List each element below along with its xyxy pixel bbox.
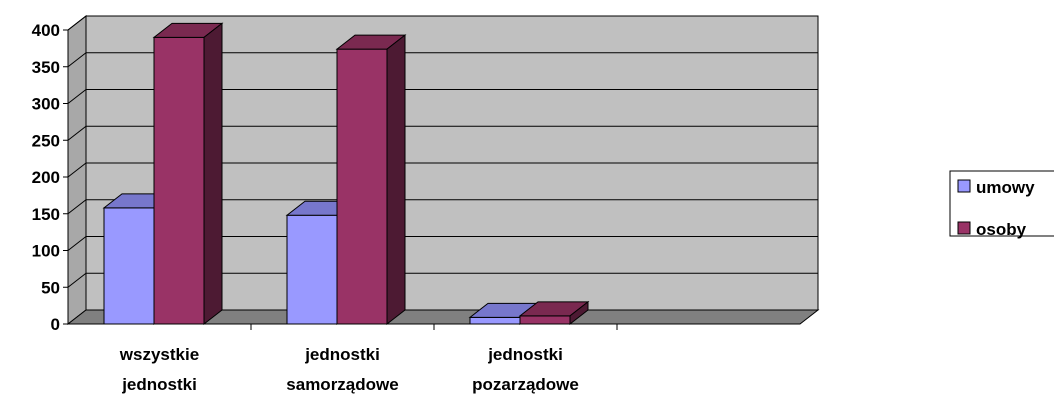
y-tick-label: 50 bbox=[41, 278, 60, 297]
legend-swatch-osoby bbox=[957, 221, 971, 235]
gridline-side bbox=[67, 89, 87, 104]
category-label: jednostki bbox=[121, 375, 197, 394]
bar-front bbox=[103, 207, 155, 325]
bar-front bbox=[153, 36, 205, 325]
category-label: jednostki bbox=[304, 345, 380, 364]
legend-label-umowy: umowy bbox=[976, 178, 1035, 197]
y-tick-label: 300 bbox=[32, 95, 60, 114]
bar-front bbox=[286, 214, 338, 325]
y-tick-label: 400 bbox=[32, 21, 60, 40]
y-tick-label: 0 bbox=[51, 315, 60, 334]
bar-front bbox=[469, 316, 521, 325]
legend: umowy osoby bbox=[949, 170, 1054, 239]
bar-front bbox=[519, 315, 571, 325]
gridline-side bbox=[67, 272, 87, 288]
gridline-side bbox=[67, 125, 87, 141]
bar-osoby bbox=[335, 34, 407, 326]
category-label: jednostki bbox=[487, 345, 563, 364]
legend-swatch-umowy bbox=[957, 179, 971, 193]
y-tick-label: 250 bbox=[32, 131, 60, 150]
bar-side bbox=[386, 34, 406, 326]
gridline-side bbox=[67, 162, 87, 178]
bar-front bbox=[336, 48, 388, 325]
bar-osoby bbox=[518, 300, 590, 326]
y-tick-label: 200 bbox=[32, 168, 60, 187]
bars bbox=[102, 22, 590, 326]
gridline-side bbox=[67, 199, 87, 215]
category-label: pozarządowe bbox=[472, 375, 579, 394]
category-label: samorządowe bbox=[286, 375, 398, 394]
category-labels: wszystkie jednostki jednostki samorządowe je… bbox=[119, 345, 579, 394]
y-tick-label: 100 bbox=[32, 242, 60, 261]
y-tick-label: 150 bbox=[32, 205, 60, 224]
gridline-side bbox=[67, 52, 87, 68]
bar-osoby bbox=[152, 22, 224, 326]
category-label: wszystkie bbox=[119, 345, 199, 364]
bar-side bbox=[203, 22, 223, 326]
legend-label-osoby: osoby bbox=[976, 220, 1027, 239]
y-tick-label: 350 bbox=[32, 58, 60, 77]
y-tick-labels: 0 50 100 150 200 250 300 350 400 bbox=[32, 21, 60, 334]
bar-side bbox=[569, 300, 589, 326]
gridline-side bbox=[67, 15, 87, 31]
gridline-side bbox=[67, 236, 87, 251]
